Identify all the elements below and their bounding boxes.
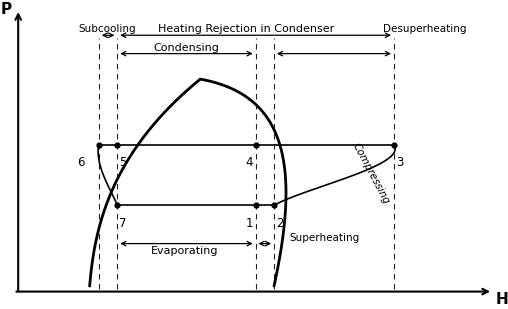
Text: 5: 5 — [119, 156, 126, 169]
Text: Condensing: Condensing — [153, 43, 219, 53]
Text: Heating Rejection in Condenser: Heating Rejection in Condenser — [158, 24, 334, 34]
Text: Desuperheating: Desuperheating — [383, 24, 466, 34]
Text: 6: 6 — [78, 156, 85, 169]
Text: Subcooling: Subcooling — [78, 24, 136, 34]
Text: Compressing: Compressing — [351, 142, 391, 206]
Text: Evaporating: Evaporating — [151, 246, 219, 256]
Text: 1: 1 — [245, 217, 253, 230]
Text: 7: 7 — [119, 217, 126, 230]
Text: H: H — [496, 292, 508, 307]
Text: P: P — [1, 2, 12, 17]
Text: 4: 4 — [245, 156, 253, 169]
Text: 3: 3 — [396, 156, 403, 169]
Text: 2: 2 — [276, 217, 283, 230]
Text: Superheating: Superheating — [290, 233, 360, 243]
